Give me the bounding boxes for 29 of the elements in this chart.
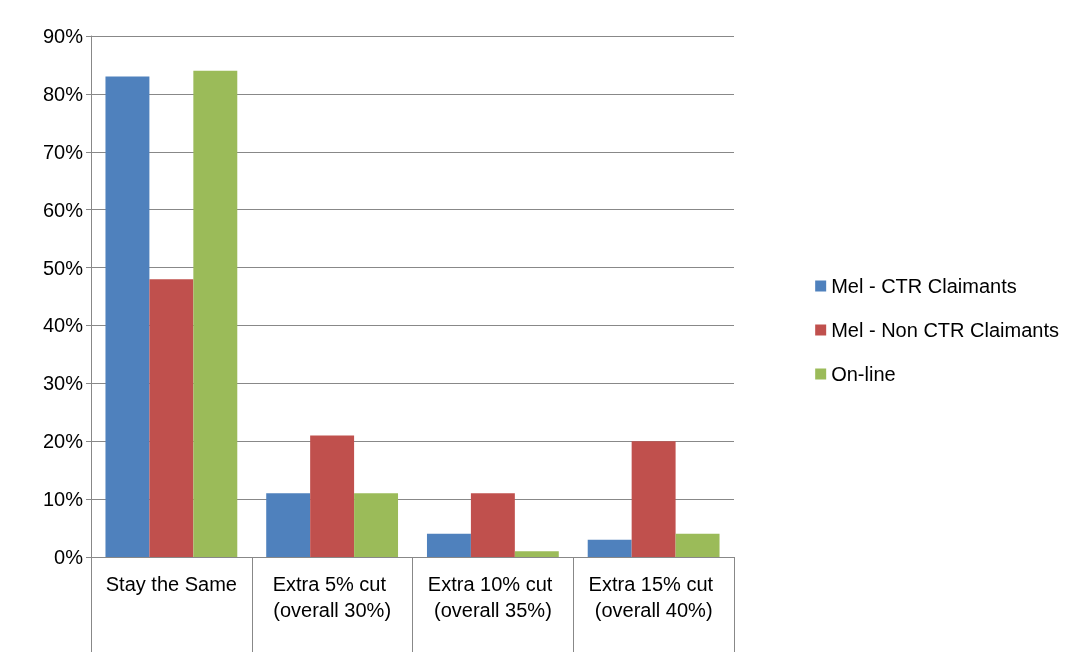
x-tick-label: Extra 5% cut (overall 30%): [272, 573, 392, 621]
y-tick-label: 80%: [42, 82, 84, 105]
bar: [426, 533, 471, 557]
bar: [266, 493, 311, 557]
y-tick-label: 70%: [42, 140, 84, 163]
y-tick-label: 50%: [42, 256, 84, 279]
bar: [675, 533, 720, 557]
legend-label: Mel - Non CTR Claimants: [831, 319, 1060, 341]
bar: [193, 70, 238, 557]
y-tick-label: 20%: [42, 430, 84, 453]
y-tick-label: 60%: [42, 198, 84, 221]
x-tick-label: Extra 15% cut (overall 40%): [588, 573, 719, 621]
bar: [587, 539, 632, 557]
y-tick-label: 90%: [42, 25, 84, 47]
bar: [105, 76, 150, 557]
bar: [470, 493, 515, 557]
y-tick-label: 10%: [42, 488, 84, 511]
bar: [354, 493, 399, 557]
bar: [310, 435, 355, 557]
y-tick-label: 40%: [42, 314, 84, 337]
legend-label: On-line: [831, 363, 896, 385]
x-tick-label: Extra 10% cut (overall 35%): [427, 573, 558, 621]
bar: [631, 441, 676, 557]
bar: [149, 279, 194, 557]
bar: [514, 551, 559, 557]
x-tick-label: Stay the Same: [105, 573, 237, 595]
y-tick-label: 0%: [54, 546, 84, 568]
y-tick-label: 30%: [42, 372, 84, 395]
legend-label: Mel - CTR Claimants: [831, 275, 1017, 297]
